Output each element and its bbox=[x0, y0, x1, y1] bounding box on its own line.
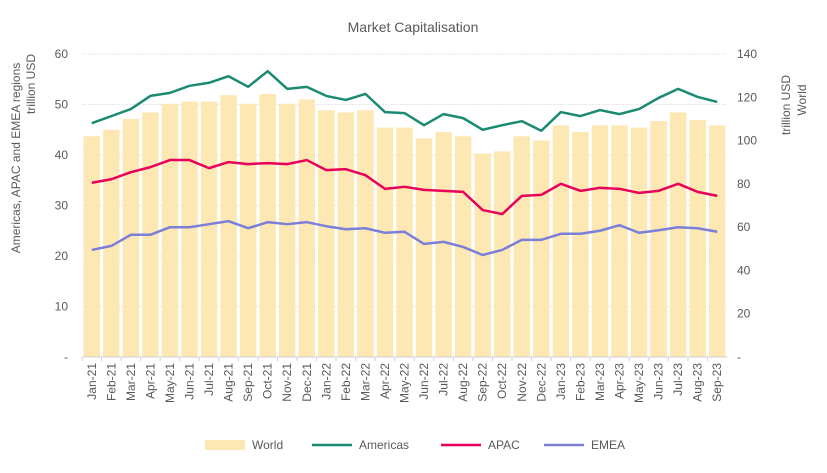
world-bar bbox=[435, 131, 452, 357]
right-tick-label: 20 bbox=[737, 307, 751, 321]
legend-label: Americas bbox=[359, 438, 409, 452]
left-tick-label: 10 bbox=[55, 300, 69, 314]
x-tick-label: Apr-23 bbox=[613, 363, 627, 399]
world-bar bbox=[513, 136, 530, 357]
right-tick-label: 80 bbox=[737, 177, 751, 191]
world-bar bbox=[200, 101, 218, 357]
x-tick-label: Oct-21 bbox=[261, 363, 275, 399]
left-tick-label: 60 bbox=[55, 47, 69, 61]
right-tick-label: 60 bbox=[737, 220, 751, 234]
world-bar bbox=[396, 127, 413, 357]
x-tick-label: Feb-21 bbox=[104, 363, 118, 401]
x-tick-label: Sep-22 bbox=[476, 363, 490, 402]
right-tick-label: 40 bbox=[737, 263, 751, 277]
x-tick-label: Oct-22 bbox=[495, 363, 509, 399]
world-bar bbox=[337, 112, 355, 357]
legend-label: APAC bbox=[488, 438, 520, 452]
x-tick-label: May-23 bbox=[632, 363, 646, 403]
world-bar bbox=[630, 127, 648, 357]
x-tick-label: Mar-21 bbox=[124, 363, 138, 401]
chart-title: Market Capitalisation bbox=[348, 19, 479, 35]
x-tick-label: Jul-22 bbox=[437, 363, 451, 396]
world-bar bbox=[220, 95, 237, 357]
x-tick-label: Dec-22 bbox=[534, 363, 548, 402]
world-bar bbox=[122, 118, 140, 357]
left-tick-label: 50 bbox=[55, 98, 69, 112]
right-tick-label: - bbox=[737, 350, 741, 364]
world-bar bbox=[259, 94, 276, 358]
right-tick-label: 120 bbox=[737, 90, 757, 104]
legend-swatch-world bbox=[205, 440, 245, 450]
world-bar bbox=[611, 125, 628, 358]
x-tick-label: Sep-21 bbox=[241, 363, 255, 402]
americas-line bbox=[91, 69, 718, 133]
world-bar bbox=[415, 138, 433, 357]
apac-line bbox=[91, 158, 718, 216]
x-tick-label: Jun-23 bbox=[652, 363, 666, 400]
left-tick-label: 40 bbox=[55, 148, 69, 162]
world-bar bbox=[181, 101, 198, 357]
world-bar bbox=[552, 125, 570, 358]
right-axis-title-1: trillion USD bbox=[779, 75, 793, 135]
world-bar bbox=[318, 110, 335, 358]
world-bar bbox=[709, 125, 726, 358]
legend-label: EMEA bbox=[591, 438, 625, 452]
legend-label: World bbox=[252, 438, 283, 452]
x-tick-label: Jun-22 bbox=[417, 363, 431, 400]
x-tick-label: Dec-21 bbox=[300, 363, 314, 402]
world-bar bbox=[669, 112, 687, 357]
right-axis-title-2: World bbox=[795, 84, 809, 115]
world-bar bbox=[103, 129, 120, 357]
x-tick-label: Mar-22 bbox=[358, 363, 372, 401]
emea-line bbox=[91, 219, 718, 257]
x-tick-label: Jan-23 bbox=[554, 363, 568, 400]
x-tick-label: Mar-23 bbox=[593, 363, 607, 401]
world-bar bbox=[591, 125, 609, 358]
world-bar bbox=[279, 103, 296, 358]
x-tick-label: Feb-23 bbox=[573, 363, 587, 401]
left-axis-title-1: Americas, APAC and EMEA regions bbox=[9, 63, 23, 254]
world-bar bbox=[239, 103, 257, 358]
world-bar bbox=[298, 99, 315, 357]
right-tick-label: 140 bbox=[737, 47, 757, 61]
world-bar bbox=[689, 120, 706, 357]
world-bar bbox=[533, 140, 550, 357]
x-tick-label: May-21 bbox=[163, 363, 177, 403]
x-tick-label: Jan-22 bbox=[319, 363, 333, 400]
x-tick-label: Sep-23 bbox=[710, 363, 724, 402]
x-tick-label: Apr-22 bbox=[378, 363, 392, 399]
world-bar bbox=[650, 121, 667, 357]
world-bar bbox=[161, 103, 179, 358]
x-tick-label: Nov-21 bbox=[280, 363, 294, 402]
left-tick-label: 20 bbox=[55, 249, 69, 263]
world-bar bbox=[83, 136, 100, 357]
x-tick-label: Apr-21 bbox=[143, 363, 157, 399]
world-bar bbox=[376, 127, 394, 357]
world-bar bbox=[494, 151, 511, 357]
x-tick-label: Feb-22 bbox=[339, 363, 353, 401]
world-bar bbox=[357, 110, 374, 358]
right-tick-label: 100 bbox=[737, 134, 757, 148]
x-tick-label: Jan-21 bbox=[85, 363, 99, 400]
x-tick-label: Aug-23 bbox=[691, 363, 705, 402]
x-tick-label: May-22 bbox=[398, 363, 412, 403]
world-bar bbox=[572, 131, 589, 357]
x-tick-label: Aug-21 bbox=[222, 363, 236, 402]
left-axis-title-2: trillion USD bbox=[24, 54, 38, 114]
x-tick-label: Aug-22 bbox=[456, 363, 470, 402]
x-tick-label: Jul-23 bbox=[671, 363, 685, 396]
x-tick-label: Nov-22 bbox=[515, 363, 529, 402]
x-tick-label: Jun-21 bbox=[183, 363, 197, 400]
left-tick-label: - bbox=[64, 350, 68, 364]
left-tick-label: 30 bbox=[55, 199, 69, 213]
x-tick-label: Jul-21 bbox=[202, 363, 216, 396]
